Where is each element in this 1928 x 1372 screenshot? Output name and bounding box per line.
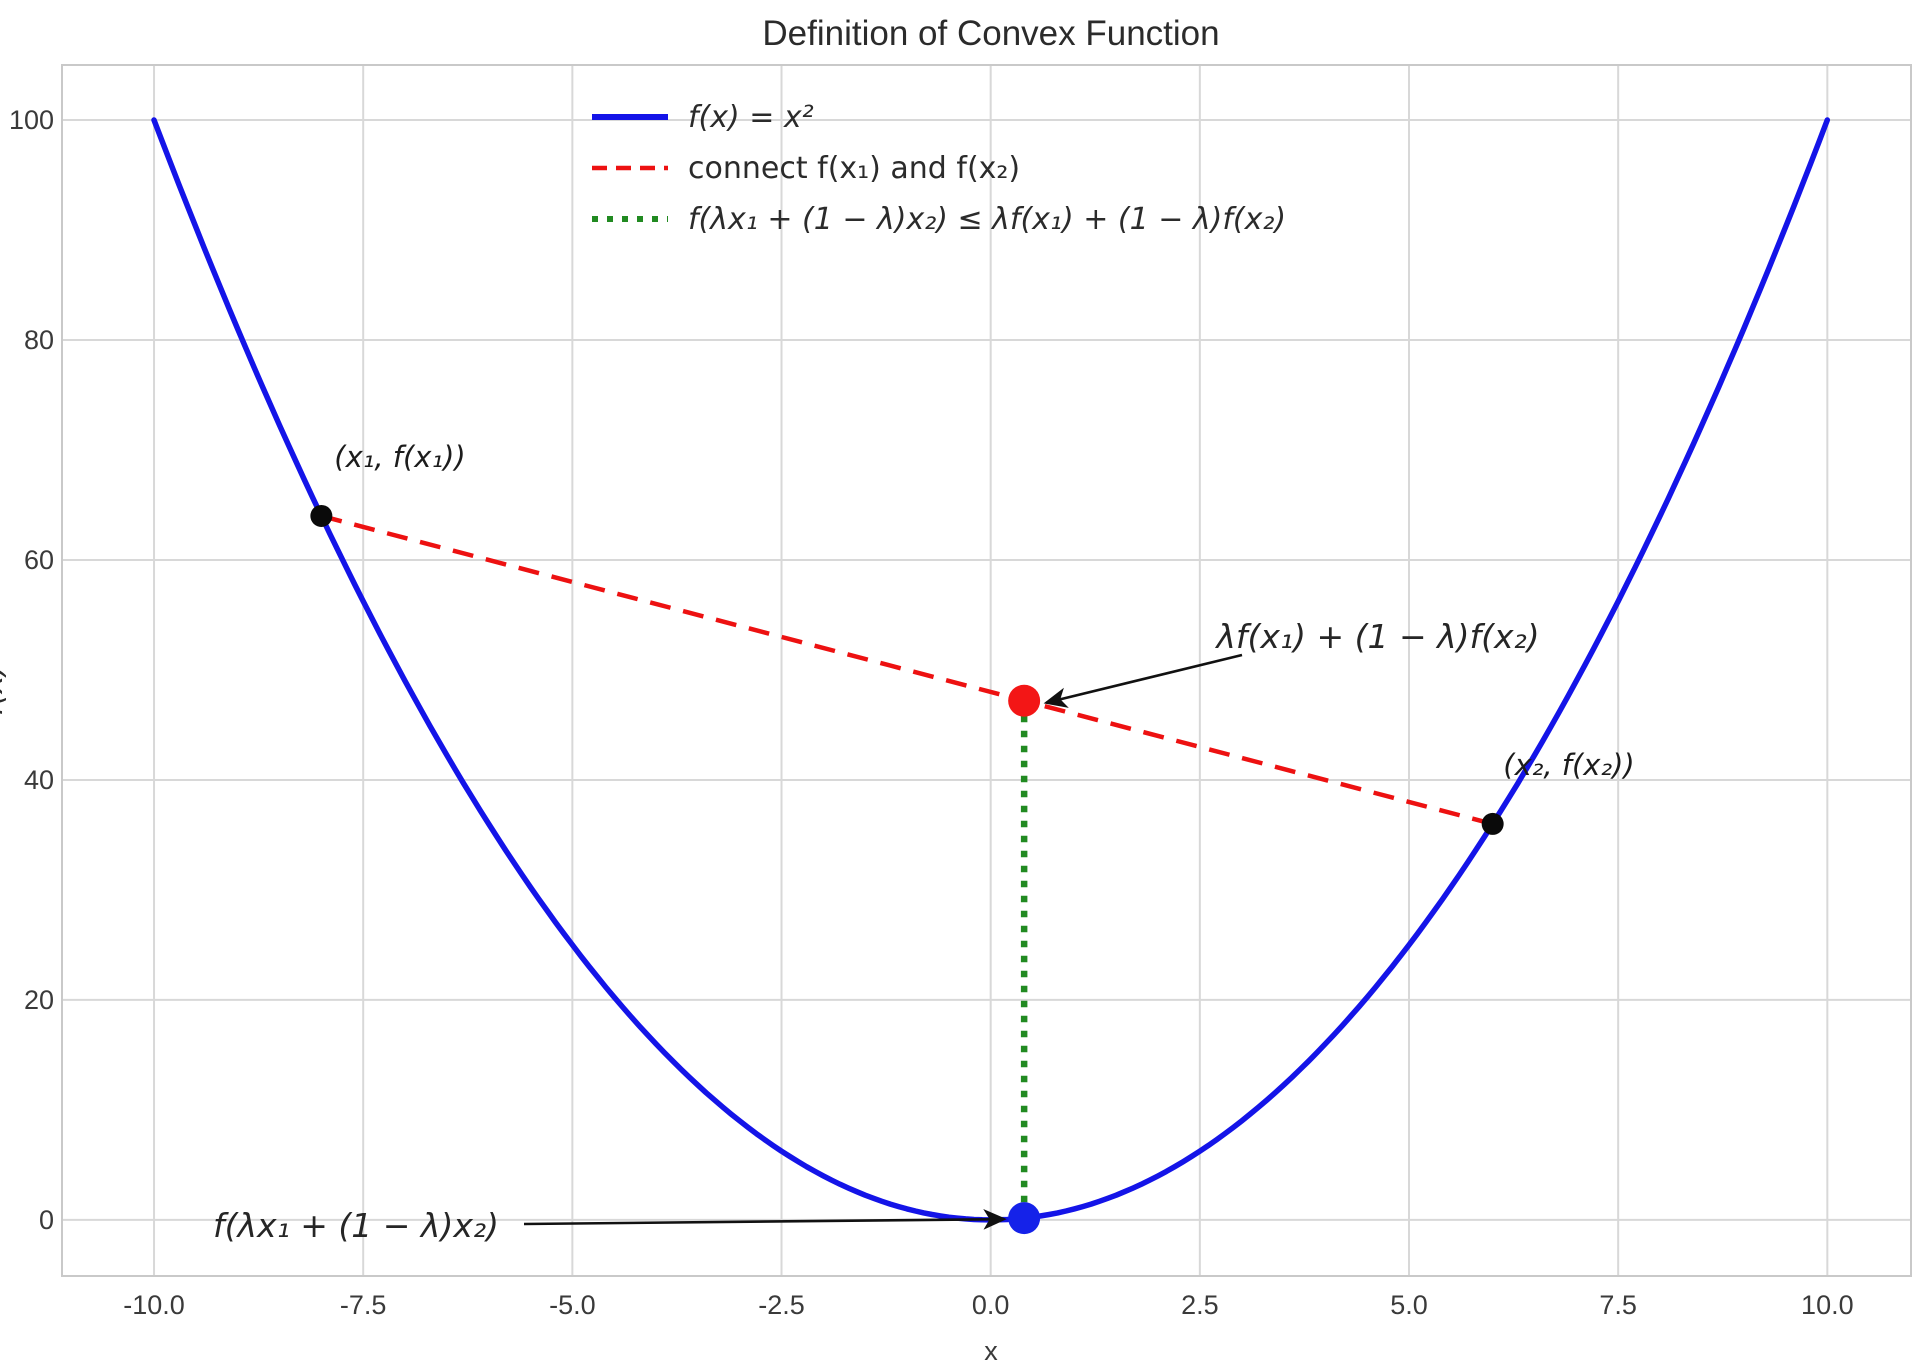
arrow-to-function-point [523, 1208, 1007, 1230]
x-tick-label: -10.0 [123, 1290, 185, 1320]
y-tick-label: 80 [24, 325, 54, 355]
point-label-x2: (x₂, f(x₂)) [1503, 748, 1634, 782]
annotation-chord-value: λf(x₁) + (1 − λ)f(x₂) [1214, 617, 1539, 656]
chord-line [320, 513, 1494, 827]
point-function-value [1008, 1202, 1041, 1235]
x-tick-label: -7.5 [340, 1290, 387, 1320]
data-point-layer [310, 504, 1504, 1235]
x-tick-label: 5.0 [1390, 1290, 1428, 1320]
y-axis-label: f(x) [0, 664, 10, 716]
x-tick-label: -2.5 [758, 1290, 805, 1320]
y-tick-label: 20 [24, 985, 54, 1015]
y-tick-label: 100 [9, 105, 54, 135]
legend-label-inequality: f(λx₁ + (1 − λ)x₂) ≤ λf(x₁) + (1 − λ)f(x… [688, 202, 1286, 237]
chart-title: Definition of Convex Function [762, 14, 1219, 53]
x-tick-label: 0.0 [972, 1290, 1010, 1320]
arrow-to-chord-point [1043, 653, 1243, 708]
annotation-arrow-layer [523, 653, 1243, 1230]
point-label-x1: (x₁, f(x₁)) [334, 440, 465, 474]
y-tick-label: 0 [39, 1205, 54, 1235]
point-x1 [310, 504, 333, 527]
x-tick-label: 10.0 [1801, 1290, 1854, 1320]
point-chord-value [1008, 684, 1041, 717]
legend: f(x) = x² connect f(x₁) and f(x₂) f(λx₁ … [592, 100, 1286, 237]
legend-label-chord: connect f(x₁) and f(x₂) [688, 151, 1020, 186]
x-tick-label: 2.5 [1181, 1290, 1219, 1320]
y-tick-label: 40 [24, 765, 54, 795]
x-tick-label: -5.0 [549, 1290, 596, 1320]
tick-label-layer: -10.0 -7.5 -5.0 -2.5 0.0 2.5 5.0 7.5 10.0 0 20 40 60… [9, 105, 1854, 1320]
y-tick-label: 60 [24, 545, 54, 575]
annotation-function-value: f(λx₁ + (1 − λ)x₂) [213, 1206, 499, 1245]
grid-layer [62, 65, 1911, 1276]
x-tick-label: 7.5 [1599, 1290, 1637, 1320]
x-axis-label: x [984, 1336, 998, 1366]
point-x2 [1481, 812, 1504, 835]
plot-border [61, 64, 1912, 1277]
legend-label-curve: f(x) = x² [688, 100, 814, 135]
